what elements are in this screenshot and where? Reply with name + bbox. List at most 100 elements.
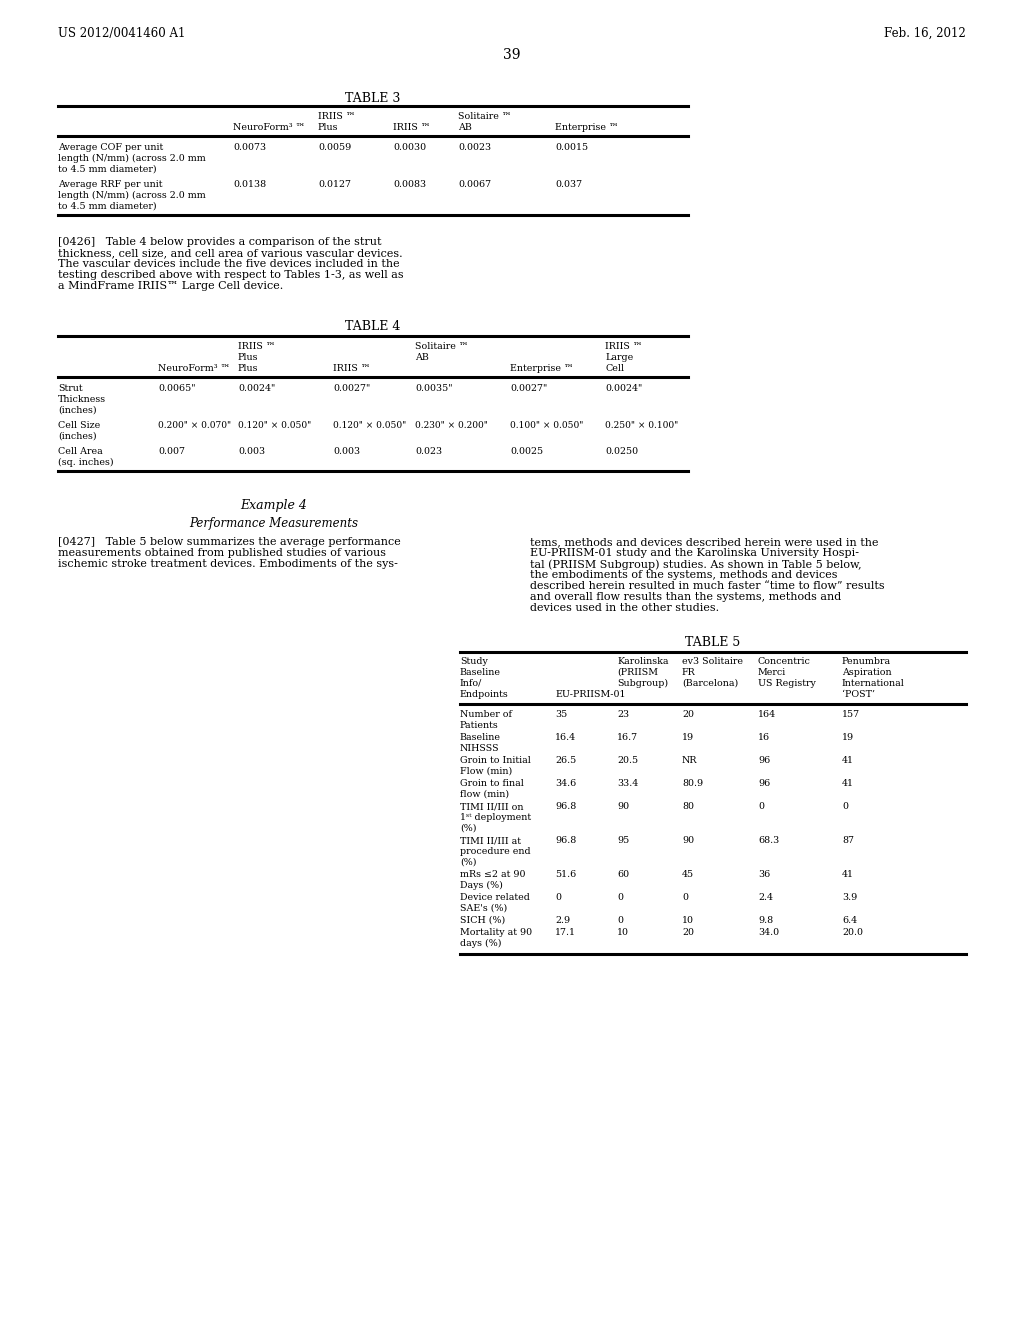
Text: 34.0: 34.0 [758,928,779,937]
Text: 1ˢᵗ deployment: 1ˢᵗ deployment [460,813,531,822]
Text: 0.200" × 0.070": 0.200" × 0.070" [158,421,231,430]
Text: 20: 20 [682,928,694,937]
Text: (PRIISM: (PRIISM [617,668,658,677]
Text: Device related: Device related [460,894,529,902]
Text: 60: 60 [617,870,629,879]
Text: Info/: Info/ [460,678,482,688]
Text: NIHSSS: NIHSSS [460,744,500,752]
Text: 41: 41 [842,779,854,788]
Text: 0.023: 0.023 [415,447,442,455]
Text: 19: 19 [682,733,694,742]
Text: Endpoints: Endpoints [460,690,509,700]
Text: Plus: Plus [238,352,258,362]
Text: IRIIS ™: IRIIS ™ [333,364,371,374]
Text: Merci: Merci [758,668,786,677]
Text: US 2012/0041460 A1: US 2012/0041460 A1 [58,26,185,40]
Text: 36: 36 [758,870,770,879]
Text: 0.0067: 0.0067 [458,180,492,189]
Text: 0.0250: 0.0250 [605,447,638,455]
Text: Penumbra: Penumbra [842,657,891,667]
Text: 164: 164 [758,710,776,719]
Text: 0.0035": 0.0035" [415,384,453,393]
Text: International: International [842,678,905,688]
Text: length (N/mm) (across 2.0 mm: length (N/mm) (across 2.0 mm [58,191,206,201]
Text: tems, methods and devices described herein were used in the: tems, methods and devices described here… [530,537,879,546]
Text: Average COF per unit: Average COF per unit [58,143,163,152]
Text: 20: 20 [682,710,694,719]
Text: IRIIS ™: IRIIS ™ [393,123,430,132]
Text: Study: Study [460,657,487,667]
Text: 16: 16 [758,733,770,742]
Text: Cell Size: Cell Size [58,421,100,430]
Text: Solitaire ™: Solitaire ™ [415,342,468,351]
Text: tal (PRIISM Subgroup) studies. As shown in Table 5 below,: tal (PRIISM Subgroup) studies. As shown … [530,558,861,569]
Text: Enterprise ™: Enterprise ™ [510,364,573,374]
Text: NeuroForm³ ™: NeuroForm³ ™ [233,123,305,132]
Text: AB: AB [458,123,472,132]
Text: 33.4: 33.4 [617,779,638,788]
Text: AB: AB [415,352,429,362]
Text: TABLE 3: TABLE 3 [345,92,400,106]
Text: TABLE 5: TABLE 5 [685,636,740,649]
Text: 0.0127: 0.0127 [318,180,351,189]
Text: 17.1: 17.1 [555,928,575,937]
Text: 35: 35 [555,710,567,719]
Text: Subgroup): Subgroup) [617,678,668,688]
Text: Example 4: Example 4 [241,499,307,512]
Text: Large: Large [605,352,633,362]
Text: and overall flow results than the systems, methods and: and overall flow results than the system… [530,591,842,602]
Text: a MindFrame IRIIS™ Large Cell device.: a MindFrame IRIIS™ Large Cell device. [58,281,284,290]
Text: 0.230" × 0.200": 0.230" × 0.200" [415,421,487,430]
Text: 90: 90 [682,836,694,845]
Text: thickness, cell size, and cell area of various vascular devices.: thickness, cell size, and cell area of v… [58,248,402,257]
Text: 0.0065": 0.0065" [158,384,196,393]
Text: 16.4: 16.4 [555,733,577,742]
Text: to 4.5 mm diameter): to 4.5 mm diameter) [58,202,157,211]
Text: Strut: Strut [58,384,83,393]
Text: procedure end: procedure end [460,847,530,855]
Text: to 4.5 mm diameter): to 4.5 mm diameter) [58,165,157,174]
Text: Feb. 16, 2012: Feb. 16, 2012 [885,26,966,40]
Text: 0.0024": 0.0024" [605,384,642,393]
Text: 0.0023: 0.0023 [458,143,492,152]
Text: (%): (%) [460,824,476,833]
Text: 0: 0 [617,894,623,902]
Text: 0: 0 [617,916,623,925]
Text: 3.9: 3.9 [842,894,857,902]
Text: [0427]   Table 5 below summarizes the average performance: [0427] Table 5 below summarizes the aver… [58,537,400,546]
Text: IRIIS ™: IRIIS ™ [238,342,275,351]
Text: ev3 Solitaire: ev3 Solitaire [682,657,743,667]
Text: Days (%): Days (%) [460,880,503,890]
Text: IRIIS ™: IRIIS ™ [605,342,642,351]
Text: Groin to Initial: Groin to Initial [460,756,530,766]
Text: 23: 23 [617,710,629,719]
Text: 20.5: 20.5 [617,756,638,766]
Text: Average RRF per unit: Average RRF per unit [58,180,163,189]
Text: 0.007: 0.007 [158,447,185,455]
Text: US Registry: US Registry [758,678,816,688]
Text: 96.8: 96.8 [555,836,577,845]
Text: [0426]   Table 4 below provides a comparison of the strut: [0426] Table 4 below provides a comparis… [58,238,382,247]
Text: TIMI II/III on: TIMI II/III on [460,803,523,810]
Text: Cell: Cell [605,364,624,374]
Text: 0.003: 0.003 [238,447,265,455]
Text: FR: FR [682,668,695,677]
Text: (%): (%) [460,858,476,867]
Text: devices used in the other studies.: devices used in the other studies. [530,603,719,612]
Text: measurements obtained from published studies of various: measurements obtained from published stu… [58,548,386,558]
Text: 0: 0 [758,803,764,810]
Text: 0.120" × 0.050": 0.120" × 0.050" [238,421,311,430]
Text: flow (min): flow (min) [460,789,509,799]
Text: (Barcelona): (Barcelona) [682,678,738,688]
Text: Plus: Plus [238,364,258,374]
Text: Enterprise ™: Enterprise ™ [555,123,618,132]
Text: 41: 41 [842,756,854,766]
Text: Aspiration: Aspiration [842,668,892,677]
Text: 0.037: 0.037 [555,180,582,189]
Text: 41: 41 [842,870,854,879]
Text: TABLE 4: TABLE 4 [345,319,400,333]
Text: 20.0: 20.0 [842,928,863,937]
Text: 51.6: 51.6 [555,870,577,879]
Text: 95: 95 [617,836,630,845]
Text: 0: 0 [555,894,561,902]
